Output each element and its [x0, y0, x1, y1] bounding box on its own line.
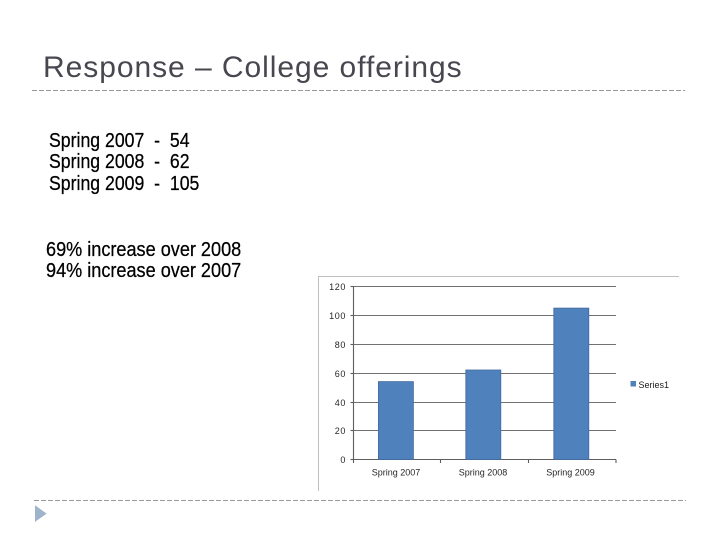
- svg-text:100: 100: [329, 311, 346, 321]
- svg-text:Spring 2009: Spring 2009: [546, 468, 595, 478]
- svg-text:120: 120: [329, 282, 346, 292]
- svg-text:20: 20: [335, 426, 346, 436]
- svg-text:60: 60: [335, 369, 346, 379]
- svg-text:Series1: Series1: [639, 380, 670, 390]
- svg-text:80: 80: [335, 340, 346, 350]
- svg-text:40: 40: [335, 398, 346, 408]
- svg-text:Spring 2007: Spring 2007: [372, 468, 421, 478]
- svg-text:Spring 2008: Spring 2008: [459, 468, 508, 478]
- svg-text:0: 0: [340, 455, 346, 465]
